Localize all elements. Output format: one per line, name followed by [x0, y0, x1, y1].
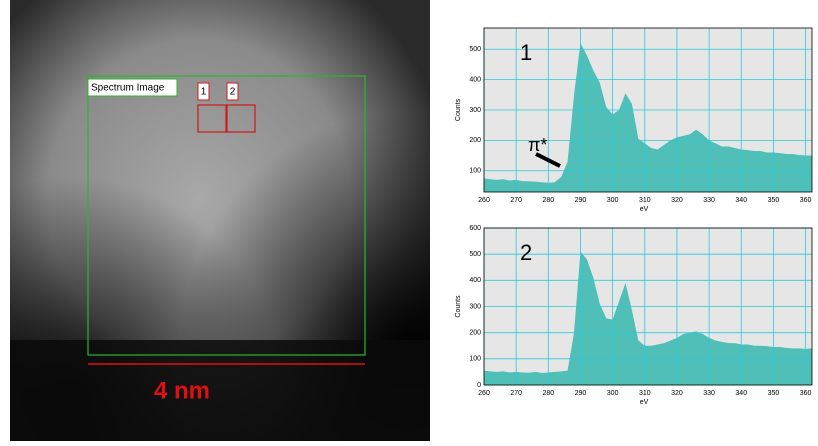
plot-frame — [483, 27, 813, 193]
y-tick-label: 500 — [469, 46, 481, 53]
y-tick-label: 300 — [469, 303, 481, 310]
y-tick-label: 200 — [469, 330, 481, 337]
x-tick-label: 340 — [735, 197, 747, 204]
annotation: 2 — [520, 240, 532, 265]
x-tick-label: 350 — [768, 197, 780, 204]
x-tick-label: 330 — [703, 197, 715, 204]
image-label: Spectrum Image — [91, 83, 165, 94]
x-tick-label: 320 — [671, 197, 683, 204]
x-axis-label: eV — [640, 206, 649, 213]
region-label: 2 — [230, 87, 236, 98]
y-tick-label: 0 — [477, 382, 481, 389]
x-tick-label: 300 — [607, 390, 619, 397]
y-tick-label: 100 — [469, 168, 481, 175]
x-tick-label: 340 — [735, 390, 747, 397]
stem-image: Spectrum Image 1 2 4 nm — [10, 0, 430, 441]
x-tick-label: 310 — [639, 390, 651, 397]
x-tick-label: 290 — [575, 197, 587, 204]
x-tick-label: 270 — [510, 197, 522, 204]
spectrum — [484, 43, 812, 193]
x-tick-label: 310 — [639, 197, 651, 204]
x-tick-label: 350 — [768, 390, 780, 397]
y-tick-label: 500 — [469, 251, 481, 258]
scale-bar-label: 4 nm — [154, 377, 210, 404]
edge-arrow — [535, 152, 561, 168]
y-tick-label: 100 — [469, 356, 481, 363]
x-tick-label: 270 — [510, 390, 522, 397]
x-axis-label: eV — [640, 399, 649, 406]
x-tick-label: 260 — [478, 197, 490, 204]
y-tick-label: 200 — [469, 137, 481, 144]
x-tick-label: 300 — [607, 197, 619, 204]
region-label: 1 — [201, 87, 207, 98]
x-tick-label: 280 — [542, 197, 554, 204]
x-tick-label: 330 — [703, 390, 715, 397]
annotation: 1 — [520, 40, 532, 65]
y-tick-label: 400 — [469, 277, 481, 284]
y-tick-label: 300 — [469, 107, 481, 114]
y-tick-label: 400 — [469, 76, 481, 83]
x-tick-label: 290 — [575, 390, 587, 397]
y-axis-label: Counts — [455, 295, 462, 318]
edge-label: π* — [528, 135, 547, 155]
y-axis-label: Counts — [455, 98, 462, 121]
y-tick-label: 600 — [469, 225, 481, 232]
x-tick-label: 260 — [478, 390, 490, 397]
plot-frame — [483, 227, 813, 386]
x-tick-label: 360 — [800, 197, 812, 204]
x-tick-label: 360 — [800, 390, 812, 397]
x-tick-label: 280 — [542, 390, 554, 397]
spectrum — [484, 251, 812, 385]
x-tick-label: 320 — [671, 390, 683, 397]
